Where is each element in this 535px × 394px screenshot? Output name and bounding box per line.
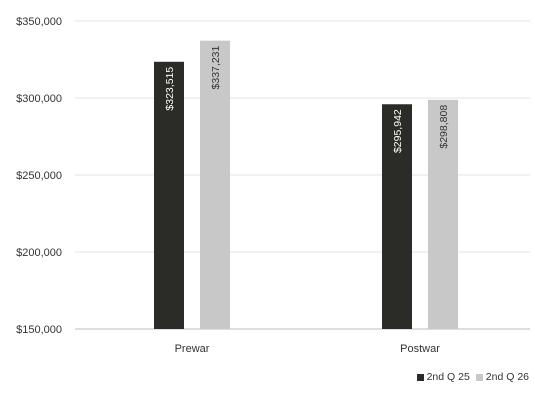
y-tick-label: $250,000 <box>16 170 62 182</box>
legend-label-series-2: 2nd Q 26 <box>486 371 529 383</box>
y-tick-label: $200,000 <box>16 247 62 259</box>
y-tick-label: $300,000 <box>16 93 62 105</box>
x-category-label: Prewar <box>175 343 210 355</box>
legend-item-series-2: 2nd Q 26 <box>476 371 529 383</box>
y-tick-label: $150,000 <box>16 324 62 336</box>
legend-item-series-1: 2nd Q 25 <box>417 371 470 383</box>
bar-data-label: $295,942 <box>392 109 404 153</box>
legend-swatch-series-1 <box>417 374 424 381</box>
bar-data-label: $337,231 <box>210 46 222 90</box>
bar-data-label: $298,808 <box>438 105 450 149</box>
legend-label-series-1: 2nd Q 25 <box>427 371 470 383</box>
chart-legend: 2nd Q 25 2nd Q 26 <box>417 371 529 383</box>
x-category-label: Postwar <box>400 343 440 355</box>
bar-data-label: $323,515 <box>164 67 176 111</box>
y-tick-label: $350,000 <box>16 16 62 28</box>
legend-swatch-series-2 <box>476 374 483 381</box>
